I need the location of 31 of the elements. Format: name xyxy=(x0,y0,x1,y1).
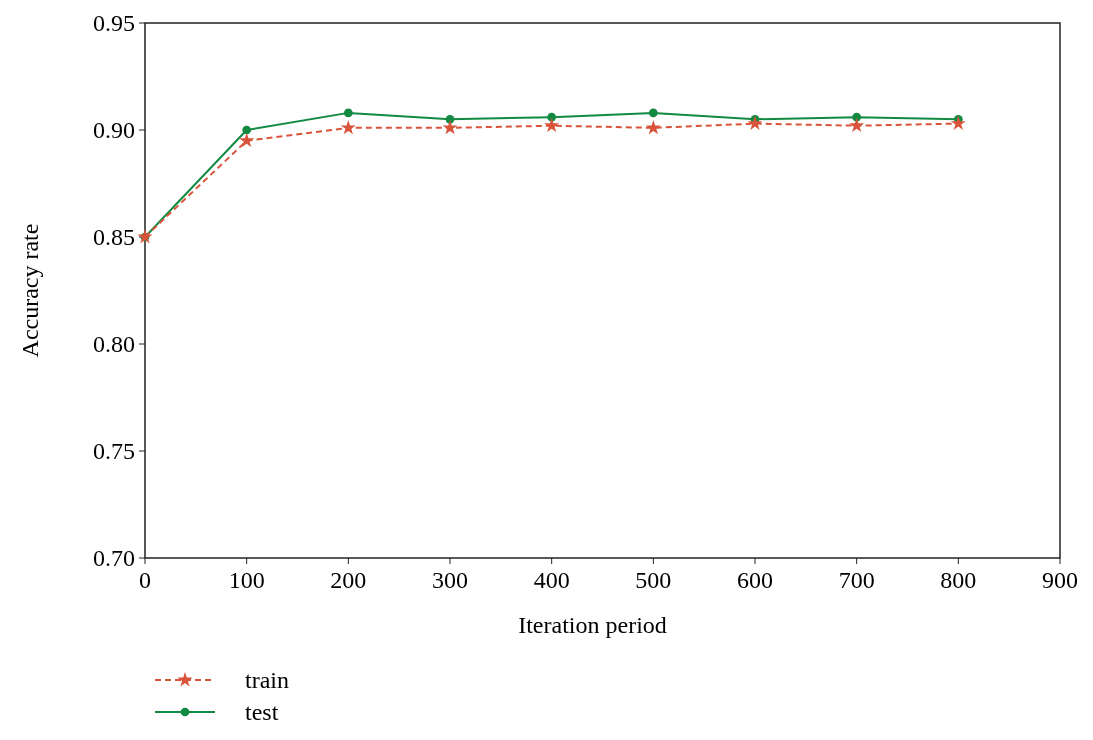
point xyxy=(442,119,458,135)
x-tick-label: 500 xyxy=(635,567,672,593)
y-tick-label: 0.80 xyxy=(93,331,135,358)
y-tick-label: 0.90 xyxy=(93,117,135,144)
x-tick-label: 600 xyxy=(737,567,773,593)
point xyxy=(849,117,865,133)
x-tick-label: 400 xyxy=(533,567,570,593)
y-tick-label: 0.95 xyxy=(93,10,135,37)
x-axis-title: Iteration period xyxy=(518,612,667,638)
point xyxy=(242,125,252,135)
y-axis-title: Accuracy rate xyxy=(17,223,43,358)
point xyxy=(239,132,255,148)
y-tick-label: 0.85 xyxy=(93,224,135,251)
y-tick-label: 0.75 xyxy=(93,438,135,465)
point xyxy=(648,108,658,118)
legend-label: train xyxy=(245,667,289,694)
x-tick-label: 700 xyxy=(838,567,875,593)
point xyxy=(343,108,353,118)
x-tick-label: 0 xyxy=(139,567,151,593)
x-tick-label: 100 xyxy=(228,567,265,593)
legend-label: test xyxy=(245,699,279,726)
point xyxy=(544,117,560,133)
x-tick-label: 800 xyxy=(940,567,977,593)
x-tick-label: 300 xyxy=(432,567,468,593)
x-tick-label: 200 xyxy=(330,567,367,593)
point xyxy=(747,115,763,130)
y-tick-label: 0.70 xyxy=(93,545,135,572)
point xyxy=(340,119,356,135)
point xyxy=(645,119,661,135)
point xyxy=(950,115,966,130)
x-tick-label: 900 xyxy=(1042,567,1078,593)
